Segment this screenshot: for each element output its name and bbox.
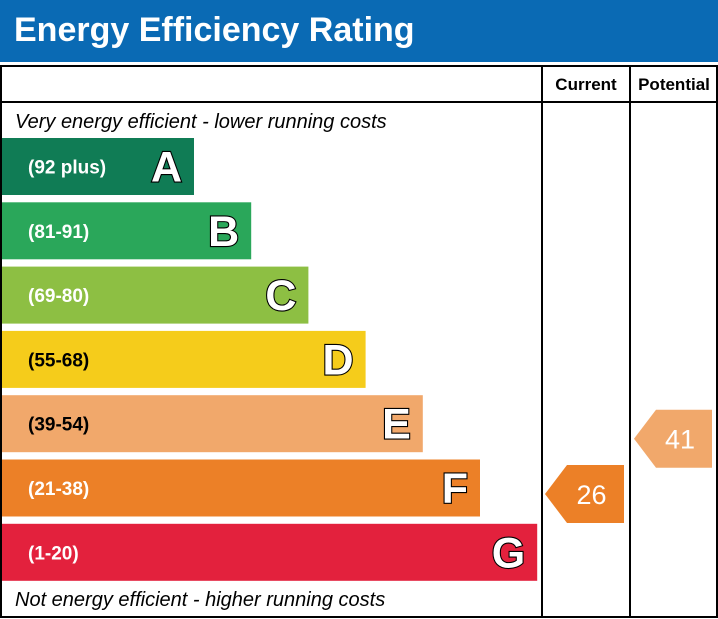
band-c-bar: [2, 266, 309, 324]
band-a-letter: A: [151, 144, 182, 192]
potential-rating-arrow: [634, 409, 712, 468]
rating-bands: (92 plus) A (81-91) B (69-80) C (55-68) D (39-54…: [2, 138, 538, 581]
band-e-bar: [2, 395, 423, 453]
band-a-range: (92 plus): [28, 158, 106, 179]
potential-column-header: Potential: [638, 75, 710, 94]
band-c-letter: C: [265, 272, 296, 320]
energy-rating-chart: Current Potential Very energy efficient …: [0, 65, 718, 618]
band-g-range: (1-20): [28, 543, 79, 564]
band-d-bar: [2, 330, 366, 388]
band-e-letter: E: [382, 401, 411, 449]
current-column-header: Current: [555, 75, 617, 94]
band-d-range: (55-68): [28, 350, 89, 371]
page-title: Energy Efficiency Rating: [14, 11, 415, 49]
rating-markers: 26 41: [545, 409, 712, 523]
current-rating-value: 26: [576, 480, 606, 510]
band-f-letter: F: [442, 465, 468, 513]
band-f-range: (21-38): [28, 479, 89, 500]
band-b-range: (81-91): [28, 222, 89, 243]
band-b-bar: [2, 202, 252, 260]
potential-rating-value: 41: [665, 425, 695, 455]
band-d-letter: D: [323, 336, 354, 384]
bottom-note: Not energy efficient - higher running co…: [15, 589, 385, 611]
band-e-range: (39-54): [28, 415, 89, 436]
current-rating-arrow: [545, 465, 624, 523]
band-c-range: (69-80): [28, 286, 89, 307]
band-g-bar: [2, 523, 538, 581]
header-bar: Energy Efficiency Rating: [0, 0, 718, 62]
chart-border: [0, 65, 718, 618]
band-g-letter: G: [492, 529, 525, 577]
band-b-letter: B: [208, 208, 239, 256]
top-note: Very energy efficient - lower running co…: [15, 111, 387, 133]
band-a-bar: [2, 138, 194, 195]
band-f-bar: [2, 459, 480, 517]
